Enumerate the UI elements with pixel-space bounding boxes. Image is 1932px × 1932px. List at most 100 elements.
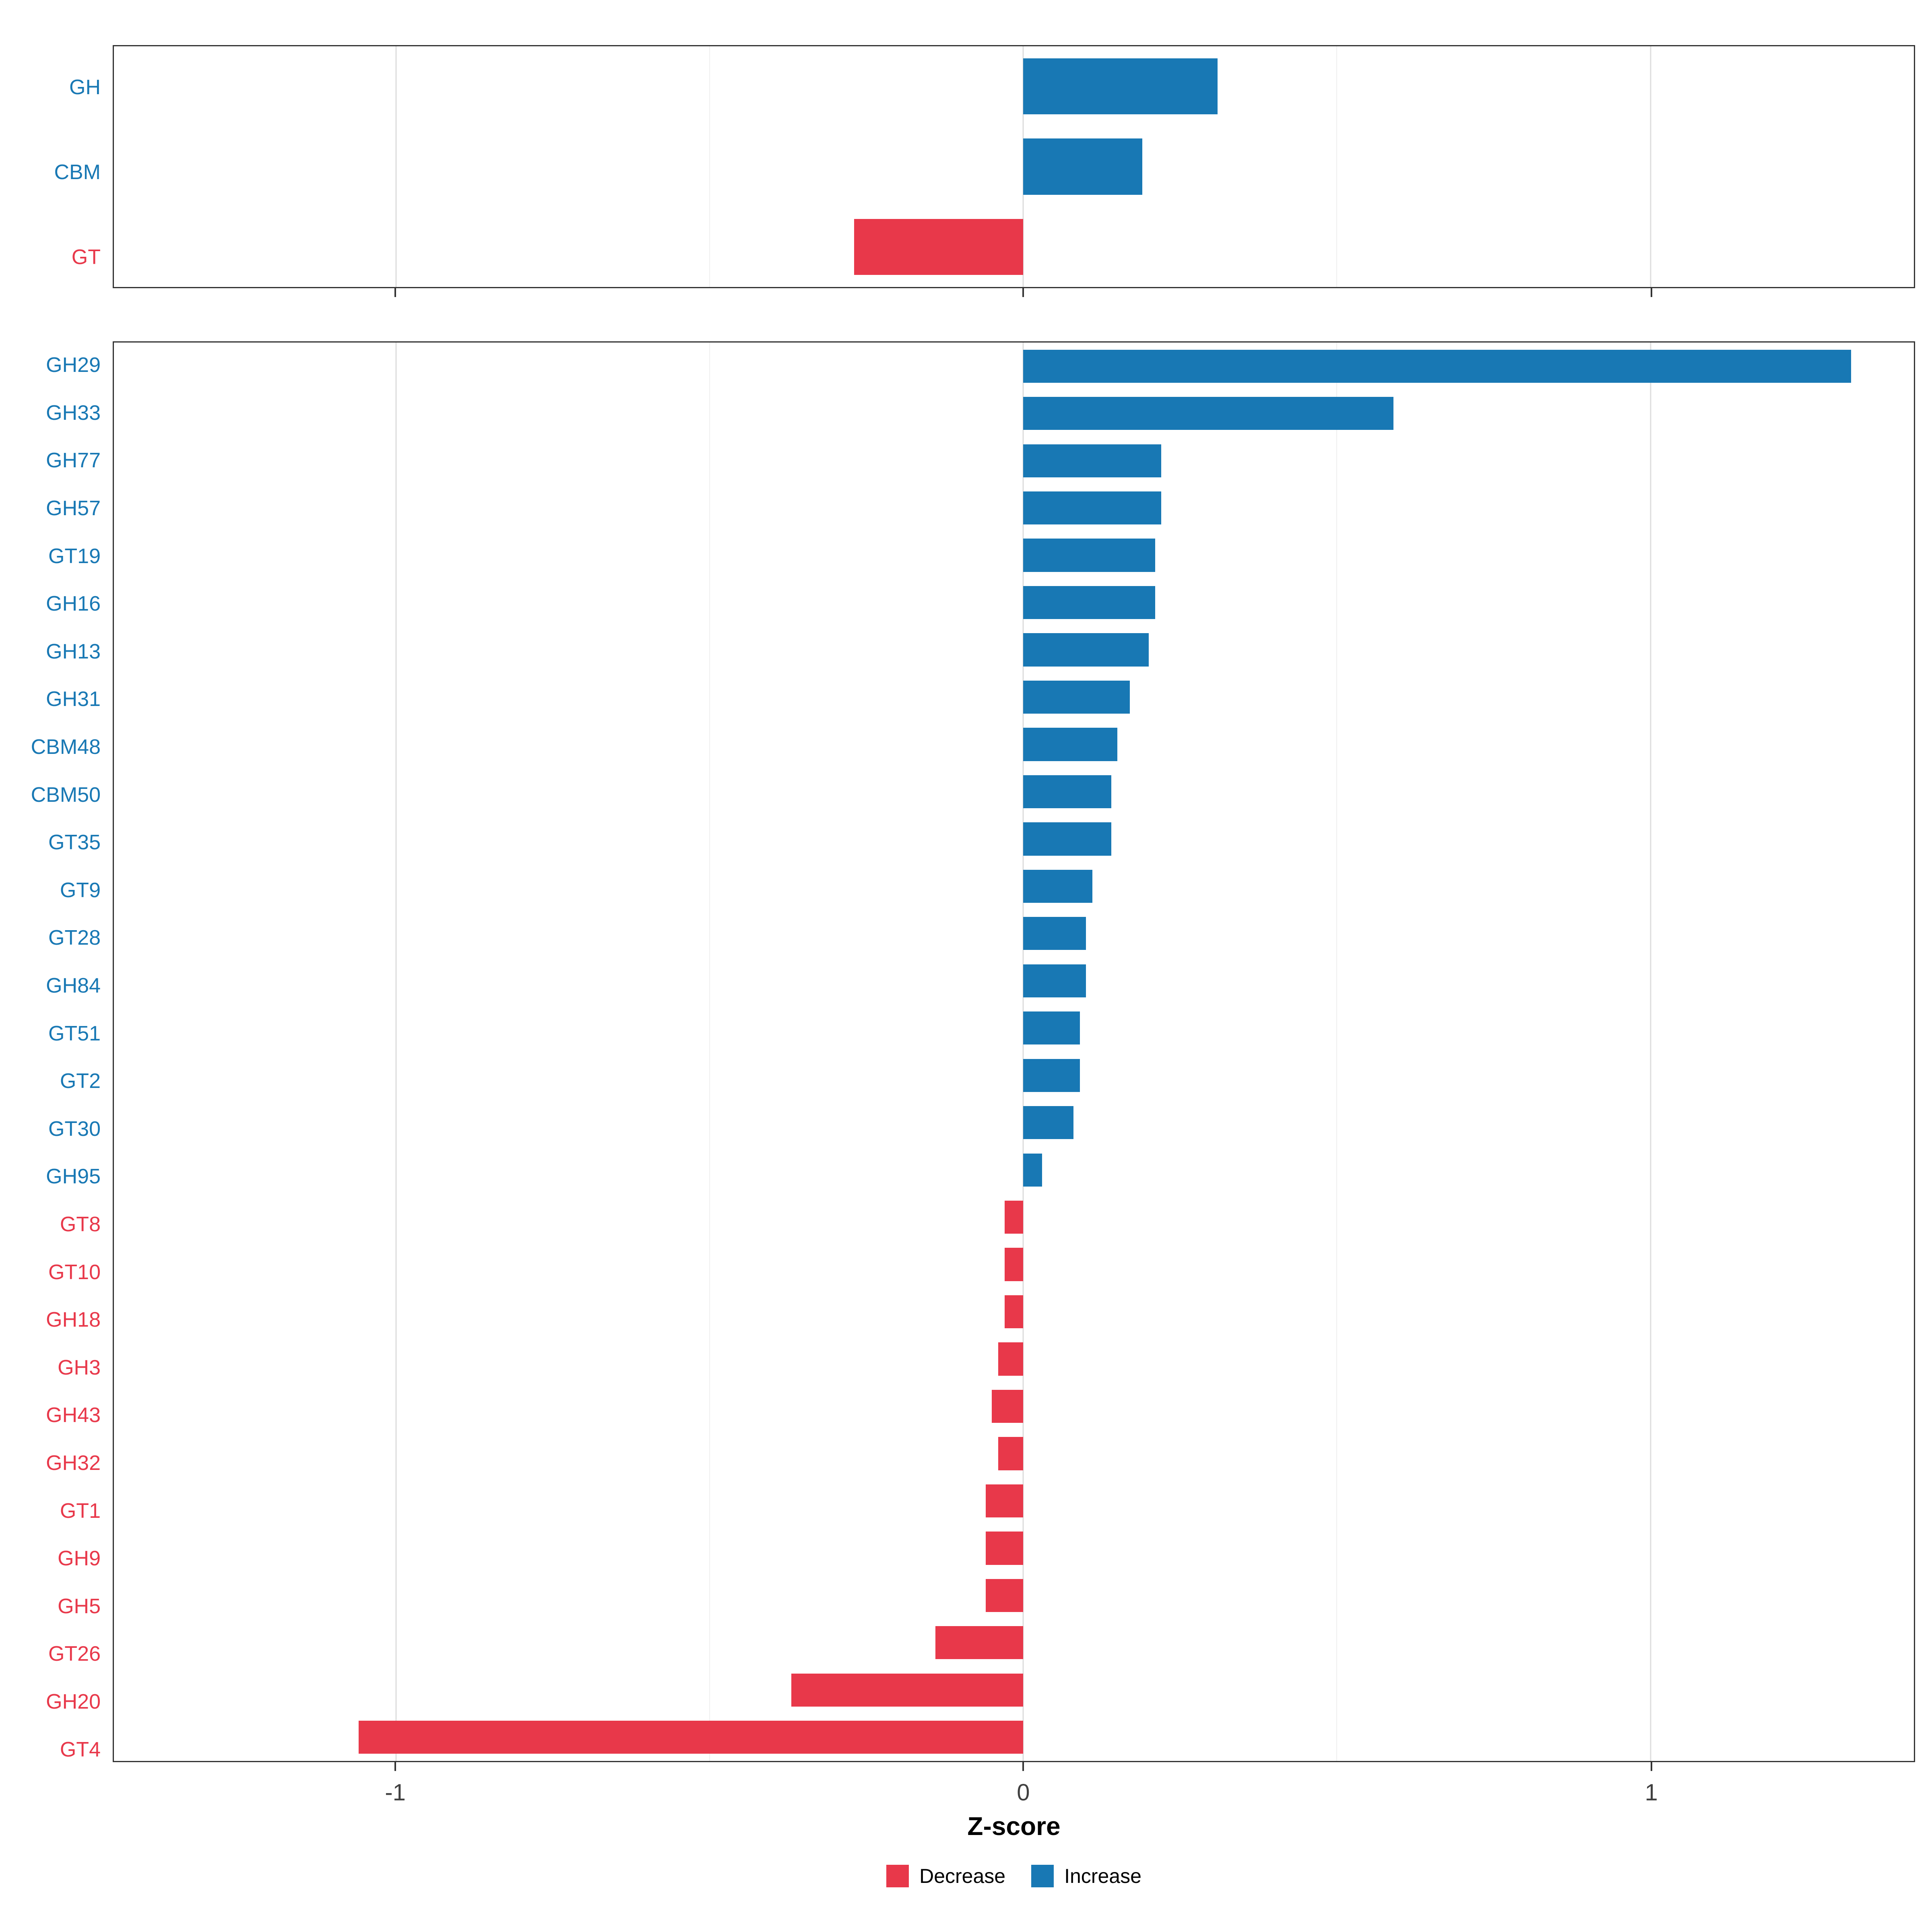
plot-area-top (113, 45, 1915, 288)
y-axis-label-gt4: GT4 (60, 1738, 101, 1761)
bar-gt35 (1023, 822, 1111, 856)
bar-gh20 (791, 1673, 1024, 1707)
y-axis-label-cbm48: CBM48 (31, 735, 101, 759)
y-axis-labels-bottom: GH29 GH33 GH77 GH57 GT19 GH16 GH13 GH31 CBM48 CBM… (0, 341, 113, 1773)
bar-gt4 (358, 1721, 1024, 1754)
legend-gutter (0, 1864, 113, 1888)
legend-item-increase: Increase (1031, 1864, 1141, 1888)
y-axis-label-gt28: GT28 (48, 926, 101, 950)
y-axis-label-gt1: GT1 (60, 1499, 101, 1523)
y-axis-label-gh20: GH20 (46, 1690, 101, 1714)
y-axis-label-gt19: GT19 (48, 544, 101, 568)
bar-gh31 (1023, 680, 1130, 714)
y-axis-label-gt8: GT8 (60, 1213, 101, 1236)
y-axis-label-gh84: GH84 (46, 974, 101, 998)
x-axis-title-gutter (0, 1811, 113, 1841)
bar-cbm (1023, 138, 1143, 195)
bar-gt8 (1004, 1201, 1024, 1234)
y-axis-label-gt2: GT2 (60, 1069, 101, 1093)
y-axis-label-gh57: GH57 (46, 497, 101, 520)
bar-gh77 (1023, 444, 1162, 477)
x-axis-ticks-bottom (113, 1762, 1915, 1773)
bar-gt19 (1023, 539, 1155, 572)
y-axis-label-gh3: GH3 (58, 1356, 101, 1379)
bar-gt51 (1023, 1011, 1080, 1045)
bar-gt10 (1004, 1248, 1024, 1281)
bar-gh95 (1023, 1153, 1042, 1187)
x-axis-tick-mark (1650, 288, 1652, 297)
y-axis-label-gt: GT (71, 245, 101, 269)
legend-item-decrease: Decrease (886, 1864, 1005, 1888)
x-tick-label-1: 1 (1645, 1779, 1658, 1806)
y-axis-label-gh16: GH16 (46, 592, 101, 616)
bar-gh33 (1023, 397, 1393, 430)
y-axis-label-gh29: GH29 (46, 353, 101, 377)
bar-gh13 (1023, 633, 1149, 667)
bar-gh (1023, 58, 1218, 115)
bar-gh16 (1023, 586, 1155, 619)
x-axis-tick-mark (394, 288, 396, 297)
y-axis-label-cbm: CBM (54, 160, 101, 184)
bar-gh57 (1023, 491, 1162, 525)
panel-families: GH29 GH33 GH77 GH57 GT19 GH16 GH13 GH31 CBM48 CBM… (0, 341, 1932, 1773)
x-axis-tick-mark (1650, 1762, 1652, 1771)
bar-gt26 (935, 1626, 1024, 1660)
legend-label-increase: Increase (1064, 1865, 1141, 1887)
gridline-major (395, 343, 397, 1761)
bar-gh32 (998, 1437, 1024, 1470)
legend: Decrease Increase (113, 1864, 1915, 1888)
y-axis-label-gh18: GH18 (46, 1308, 101, 1332)
legend-swatch-decrease (886, 1865, 909, 1887)
y-axis-label-gt9: GT9 (60, 878, 101, 902)
bar-gh43 (992, 1389, 1024, 1423)
panel-class-summary: GH CBM GT (0, 45, 1932, 299)
y-axis-labels-top: GH CBM GT (0, 45, 113, 299)
y-axis-label-gh95: GH95 (46, 1165, 101, 1189)
plot-area-bottom (113, 341, 1915, 1762)
x-axis-label-gutter (0, 1773, 113, 1807)
gridline-major (395, 46, 397, 287)
y-axis-label-gt51: GT51 (48, 1022, 101, 1045)
y-axis-label-cbm50: CBM50 (31, 783, 101, 807)
x-axis-title-row: Z-score (0, 1811, 1932, 1841)
panel-gap (0, 299, 1932, 341)
bar-gt30 (1023, 1106, 1073, 1139)
bar-cbm50 (1023, 775, 1111, 809)
bar-gh18 (1004, 1295, 1024, 1329)
bar-gh84 (1023, 964, 1086, 997)
x-axis-title: Z-score (967, 1812, 1061, 1841)
bar-gh9 (985, 1532, 1024, 1565)
gridline-minor (1336, 46, 1338, 287)
gridline-major (1650, 46, 1651, 287)
bar-gh3 (998, 1342, 1024, 1376)
y-axis-label-gh13: GH13 (46, 640, 101, 663)
x-tick-label--1: -1 (385, 1779, 406, 1806)
gridline-minor (1336, 343, 1338, 1761)
y-axis-label-gh77: GH77 (46, 449, 101, 473)
legend-label-decrease: Decrease (919, 1865, 1006, 1887)
x-axis-tick-mark (1022, 288, 1024, 297)
y-axis-label-gt30: GT30 (48, 1117, 101, 1141)
y-axis-label-gh9: GH9 (58, 1547, 101, 1571)
bar-gt1 (985, 1484, 1024, 1518)
x-axis-tick-mark (394, 1762, 396, 1771)
y-axis-label-gh: GH (69, 76, 101, 99)
bar-gt9 (1023, 869, 1092, 903)
legend-swatch-increase (1031, 1865, 1054, 1887)
bar-gt (854, 219, 1024, 275)
y-axis-label-gh32: GH32 (46, 1451, 101, 1475)
bar-gh5 (985, 1579, 1024, 1612)
y-axis-label-gt26: GT26 (48, 1642, 101, 1666)
bar-gt28 (1023, 917, 1086, 950)
x-axis-tick-mark (1022, 1762, 1024, 1771)
gridline-major (1650, 343, 1651, 1761)
y-axis-label-gh31: GH31 (46, 687, 101, 711)
y-axis-label-gh5: GH5 (58, 1594, 101, 1618)
gridline-major (1022, 343, 1024, 1761)
x-axis-tick-labels: -1 0 1 (113, 1773, 1915, 1807)
bar-gt2 (1023, 1059, 1080, 1092)
x-axis-tick-labels-row: -1 0 1 (0, 1773, 1932, 1807)
y-axis-label-gh43: GH43 (46, 1404, 101, 1427)
y-axis-label-gh33: GH33 (46, 401, 101, 425)
